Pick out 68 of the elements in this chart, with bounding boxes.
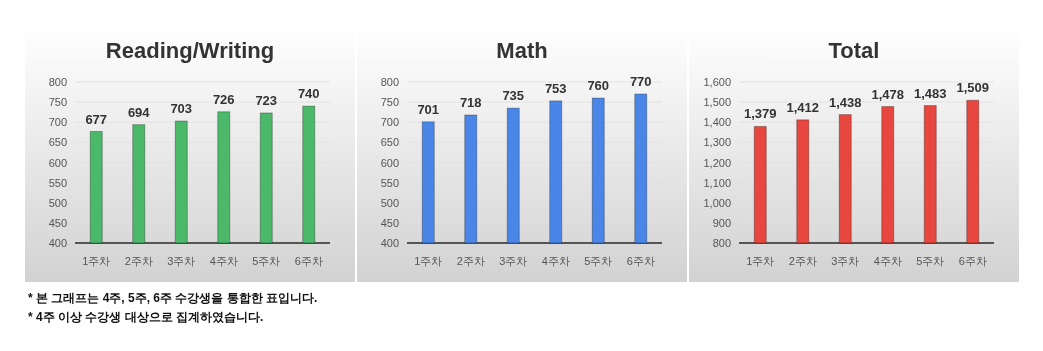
y-tick-label: 900 xyxy=(712,216,731,229)
x-tick-label: 1주차 xyxy=(82,255,111,267)
data-label: 753 xyxy=(544,80,567,96)
data-label: 694 xyxy=(127,104,151,120)
y-tick-label: 1,100 xyxy=(703,176,731,189)
data-label: 1,478 xyxy=(871,86,905,102)
y-tick-label: 650 xyxy=(48,136,67,149)
data-label: 1,379 xyxy=(743,106,777,122)
x-tick-label: 1주차 xyxy=(746,255,775,267)
x-tick-label: 5주차 xyxy=(584,255,613,267)
data-label: 723 xyxy=(255,92,278,108)
data-label: 718 xyxy=(459,95,482,110)
data-label: 701 xyxy=(417,101,440,117)
x-tick-label: 2주차 xyxy=(124,255,153,267)
chart-title: Total xyxy=(828,38,880,63)
y-tick-label: 800 xyxy=(380,76,399,88)
y-tick-label: 500 xyxy=(380,196,399,209)
data-label: 1,483 xyxy=(913,85,947,101)
data-label: 770 xyxy=(629,74,652,90)
y-tick-label: 400 xyxy=(380,237,399,249)
y-tick-label: 450 xyxy=(48,216,67,229)
chart-title: Reading/Writing xyxy=(105,38,275,63)
y-tick-label: 450 xyxy=(380,216,399,229)
x-tick-label: 4주차 xyxy=(541,255,570,267)
chart-title: Math xyxy=(496,38,548,63)
x-tick-label: 5주차 xyxy=(916,255,945,267)
data-label: 677 xyxy=(85,111,108,127)
y-tick-label: 1,000 xyxy=(703,196,731,209)
y-tick-label: 1,600 xyxy=(703,76,731,88)
x-tick-label: 5주차 xyxy=(252,255,281,267)
data-label: 735 xyxy=(502,88,525,104)
x-tick-label: 2주차 xyxy=(456,255,485,267)
data-label: 1,412 xyxy=(786,99,820,115)
y-tick-label: 1,300 xyxy=(703,136,731,149)
x-tick-label: 6주차 xyxy=(958,255,987,267)
x-tick-label: 4주차 xyxy=(209,255,238,267)
data-label: 1,438 xyxy=(828,94,862,110)
x-tick-label: 3주차 xyxy=(167,255,196,267)
x-tick-label: 3주차 xyxy=(499,255,528,267)
y-tick-label: 650 xyxy=(380,136,399,149)
y-tick-label: 1,500 xyxy=(703,96,731,109)
x-tick-label: 3주차 xyxy=(831,255,860,267)
data-label: 703 xyxy=(170,101,193,117)
y-tick-label: 800 xyxy=(712,237,731,249)
x-tick-label: 2주차 xyxy=(788,255,817,267)
y-tick-label: 600 xyxy=(48,156,67,169)
y-tick-label: 1,400 xyxy=(703,116,731,129)
x-tick-label: 6주차 xyxy=(626,255,655,267)
x-tick-label: 1주차 xyxy=(414,255,443,267)
data-label: 726 xyxy=(212,91,235,107)
y-tick-label: 1,200 xyxy=(703,156,731,169)
y-tick-label: 550 xyxy=(48,176,67,189)
text: * 4주 이상 수강생 대상으로 집계하였습니다. xyxy=(28,310,264,324)
y-tick-label: 750 xyxy=(48,96,67,109)
text: * 본 그래프는 4주, 5주, 6주 수강생을 통합한 표입니다. xyxy=(28,291,318,305)
x-tick-label: 4주차 xyxy=(873,255,902,267)
data-label: 1,509 xyxy=(956,80,990,96)
y-tick-label: 550 xyxy=(380,176,399,189)
y-tick-label: 700 xyxy=(48,116,67,129)
data-label: 760 xyxy=(587,78,610,94)
y-tick-label: 700 xyxy=(380,116,399,129)
y-tick-label: 800 xyxy=(48,76,67,88)
y-tick-label: 750 xyxy=(380,96,399,109)
y-tick-label: 600 xyxy=(380,156,399,169)
y-tick-label: 400 xyxy=(48,237,67,249)
x-tick-label: 6주차 xyxy=(294,255,323,267)
y-tick-label: 500 xyxy=(48,196,67,209)
data-label: 740 xyxy=(297,86,320,102)
